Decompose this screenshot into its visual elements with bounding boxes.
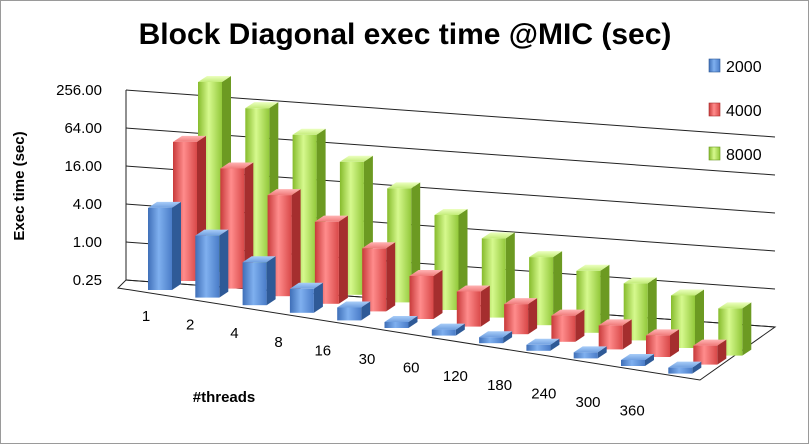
y-axis-title: Exec time (sec) xyxy=(11,131,28,240)
bar xyxy=(431,323,465,336)
legend-swatch xyxy=(708,58,721,73)
bar xyxy=(693,339,727,365)
bar xyxy=(598,319,632,350)
legend-swatch xyxy=(708,102,721,117)
x-tick-label: 16 xyxy=(314,342,331,359)
bar xyxy=(479,331,513,344)
y-tick-label: 4.00 xyxy=(73,196,102,213)
x-tick-label: 360 xyxy=(620,403,645,420)
x-tick-label: 4 xyxy=(230,325,238,342)
legend-swatch xyxy=(708,146,721,161)
bar xyxy=(621,354,654,366)
bar xyxy=(526,338,560,351)
bar xyxy=(623,277,657,341)
bar xyxy=(434,209,468,310)
y-tick-label: 256.00 xyxy=(56,82,102,99)
x-tick-label: 8 xyxy=(274,334,282,351)
bar xyxy=(409,270,443,319)
bar xyxy=(504,298,538,335)
bar xyxy=(337,301,371,321)
x-tick-label: 30 xyxy=(359,351,376,368)
bar xyxy=(220,162,254,289)
x-tick-label: 60 xyxy=(403,360,420,377)
bar xyxy=(289,282,323,313)
legend-label: 2000 xyxy=(726,59,762,76)
x-tick-label: 2 xyxy=(186,317,194,334)
bar xyxy=(573,346,607,359)
legend-label: 4000 xyxy=(726,103,762,120)
x-axis-title: #threads xyxy=(193,389,256,406)
legend: 2000 4000 8000 xyxy=(708,58,762,164)
x-tick-label: 180 xyxy=(487,377,512,394)
x-tick-label: 1 xyxy=(142,308,150,325)
bars xyxy=(148,76,752,374)
bar xyxy=(195,229,229,298)
bar xyxy=(551,309,585,342)
x-tick-label: 300 xyxy=(575,394,600,411)
bar xyxy=(384,316,418,328)
bar xyxy=(456,285,490,327)
y-tick-label: 64.00 xyxy=(64,120,102,137)
y-axis-ticks: 256.00 64.00 16.00 4.00 1.00 0.25 xyxy=(56,82,102,289)
x-tick-label: 120 xyxy=(443,368,468,385)
chart-title: Block Diagonal exec time @MIC (sec) xyxy=(139,18,672,51)
bar xyxy=(242,256,276,306)
x-axis-ticks: 1 2 4 8 16 30 60 120 180 240 300 360 xyxy=(142,308,645,420)
bar xyxy=(362,242,396,312)
gridline xyxy=(125,127,776,176)
y-tick-label: 1.00 xyxy=(73,234,102,251)
bar xyxy=(668,361,702,374)
gridline xyxy=(125,89,776,138)
y-tick-label: 0.25 xyxy=(73,272,102,289)
x-tick-label: 240 xyxy=(531,385,556,402)
legend-label: 8000 xyxy=(726,147,762,164)
bar xyxy=(148,201,181,290)
y-tick-label: 16.00 xyxy=(64,158,102,175)
bar xyxy=(576,264,610,333)
bar xyxy=(646,329,679,357)
